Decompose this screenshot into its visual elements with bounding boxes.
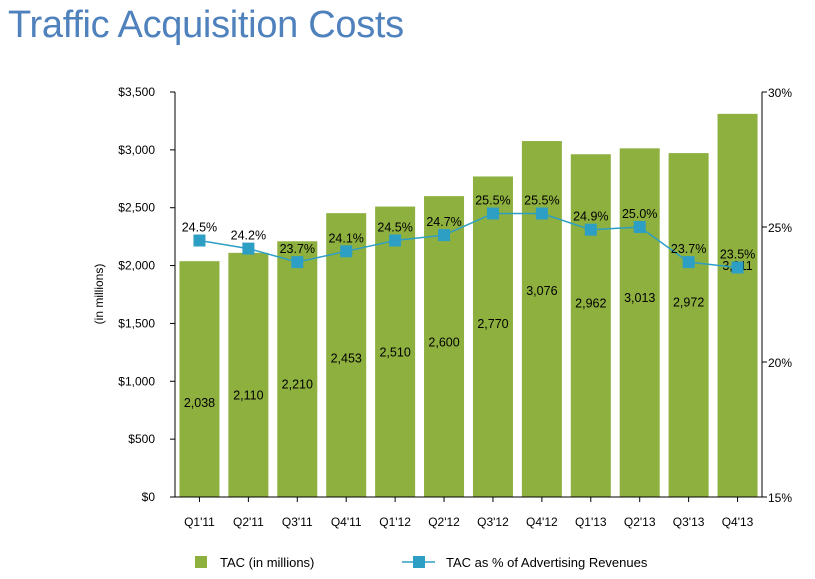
- pct-marker-10: [682, 256, 695, 269]
- y-tick-label-right: 25%: [768, 221, 792, 235]
- bar-value-label: 3,076: [526, 284, 557, 298]
- x-tick-label: Q2'13: [624, 515, 656, 529]
- bar-value-label: 2,453: [331, 351, 362, 365]
- x-tick-label: Q4'13: [722, 515, 754, 529]
- pct-value-label: 24.9%: [573, 210, 608, 224]
- x-tick-label: Q3'13: [673, 515, 705, 529]
- bar-11: [717, 113, 758, 498]
- x-tick-label: Q1'11: [184, 515, 215, 529]
- legend-swatch-marker: [413, 556, 425, 568]
- pct-value-label: 24.7%: [426, 215, 461, 229]
- y-tick-label-right: 20%: [768, 356, 792, 370]
- x-tick-label: Q3'12: [477, 515, 509, 529]
- bar-6: [472, 176, 513, 497]
- legend-label-line: TAC as % of Advertising Revenues: [446, 555, 648, 570]
- y-tick-label-left: $0: [142, 490, 156, 504]
- bar-9: [619, 148, 660, 498]
- axes: $0 $500 $1,000 $1,500 $2,000 $2,500 $3,000 $3,5…: [118, 85, 792, 505]
- pct-line: [199, 212, 738, 269]
- line-series: [193, 207, 744, 274]
- bar-value-label: 2,972: [673, 295, 704, 309]
- pct-marker-8: [584, 223, 597, 236]
- bar-series: [179, 113, 758, 498]
- legend-swatch-bar: [195, 556, 207, 568]
- x-tick-label: Q1'12: [379, 515, 411, 529]
- bar-5: [424, 196, 465, 497]
- x-tick-label: Q2'11: [233, 515, 264, 529]
- y-axis-title: (in millions): [92, 264, 106, 325]
- y-tick-label-left: $3,000: [118, 143, 155, 157]
- pct-value-label: 24.5%: [377, 221, 412, 235]
- pct-marker-7: [535, 207, 548, 220]
- pct-value-label: 25.5%: [475, 194, 510, 208]
- line-value-labels: 24.5% 24.2% 23.7% 24.1% 24.5% 24.7% 25.5% 25.5%…: [182, 194, 756, 262]
- legend-label-bar: TAC (in millions): [220, 555, 314, 570]
- x-tick-label: Q4'11: [331, 515, 362, 529]
- bar-3: [326, 213, 367, 497]
- y-tick-label-left: $500: [128, 432, 155, 446]
- pct-marker-6: [486, 207, 499, 220]
- bar-7: [521, 141, 562, 497]
- y-tick-label-left: $2,500: [118, 201, 155, 215]
- y-tick-label-left: $2,000: [118, 259, 155, 273]
- pct-marker-9: [633, 221, 646, 233]
- pct-value-label: 24.1%: [328, 231, 363, 245]
- pct-marker-2: [291, 256, 304, 269]
- pct-value-label: 25.0%: [622, 207, 657, 221]
- y-tick-label-left: $1,500: [118, 316, 155, 330]
- x-tick-label: Q4'12: [526, 515, 558, 529]
- bar-10: [668, 153, 709, 497]
- pct-value-label: 24.5%: [182, 221, 217, 235]
- x-tick-label: Q1'13: [575, 515, 607, 529]
- bar-value-label: 2,770: [477, 317, 508, 331]
- bar-2: [277, 241, 318, 497]
- pct-marker-1: [242, 242, 255, 255]
- y-tick-label-right: 15%: [768, 491, 792, 505]
- bar-value-label: 2,600: [428, 336, 459, 350]
- pct-marker-11: [731, 261, 744, 274]
- pct-marker-0: [193, 234, 206, 247]
- x-tick-label: Q2'12: [428, 515, 460, 529]
- pct-value-label: 23.7%: [671, 242, 706, 256]
- pct-value-label: 24.2%: [231, 229, 266, 243]
- bar-value-label: 2,510: [379, 345, 410, 359]
- y-tick-label-left: $3,500: [118, 85, 155, 99]
- pct-value-label: 23.7%: [280, 242, 315, 256]
- bar-value-label: 3,013: [624, 291, 655, 305]
- bar-value-labels: 2,038 2,110 2,210 2,453 2,510 2,600 2,770 3,076…: [184, 259, 753, 410]
- pct-value-label: 23.5%: [720, 248, 755, 262]
- bar-8: [570, 154, 611, 498]
- bar-4: [375, 206, 416, 498]
- pct-marker-4: [389, 234, 402, 247]
- pct-marker-5: [438, 229, 451, 242]
- pct-marker-3: [340, 245, 353, 258]
- legend: TAC (in millions) TAC as % of Advertisin…: [195, 555, 648, 570]
- y-tick-label-left: $1,000: [118, 374, 155, 388]
- x-axis-labels: Q1'11 Q2'11 Q3'11 Q4'11 Q1'12 Q2'12 Q3'12 Q4'12…: [184, 497, 754, 529]
- bar-value-label: 2,038: [184, 396, 215, 410]
- bar-0: [179, 261, 220, 497]
- bar-1: [228, 252, 269, 497]
- page-title: Traffic Acquisition Costs: [8, 4, 404, 46]
- pct-value-label: 25.5%: [524, 194, 559, 208]
- bar-value-label: 2,110: [233, 388, 263, 402]
- bar-value-label: 2,210: [282, 378, 313, 392]
- y-tick-label-right: 30%: [768, 86, 792, 100]
- bar-value-label: 2,962: [575, 297, 606, 311]
- x-tick-label: Q3'11: [282, 515, 313, 529]
